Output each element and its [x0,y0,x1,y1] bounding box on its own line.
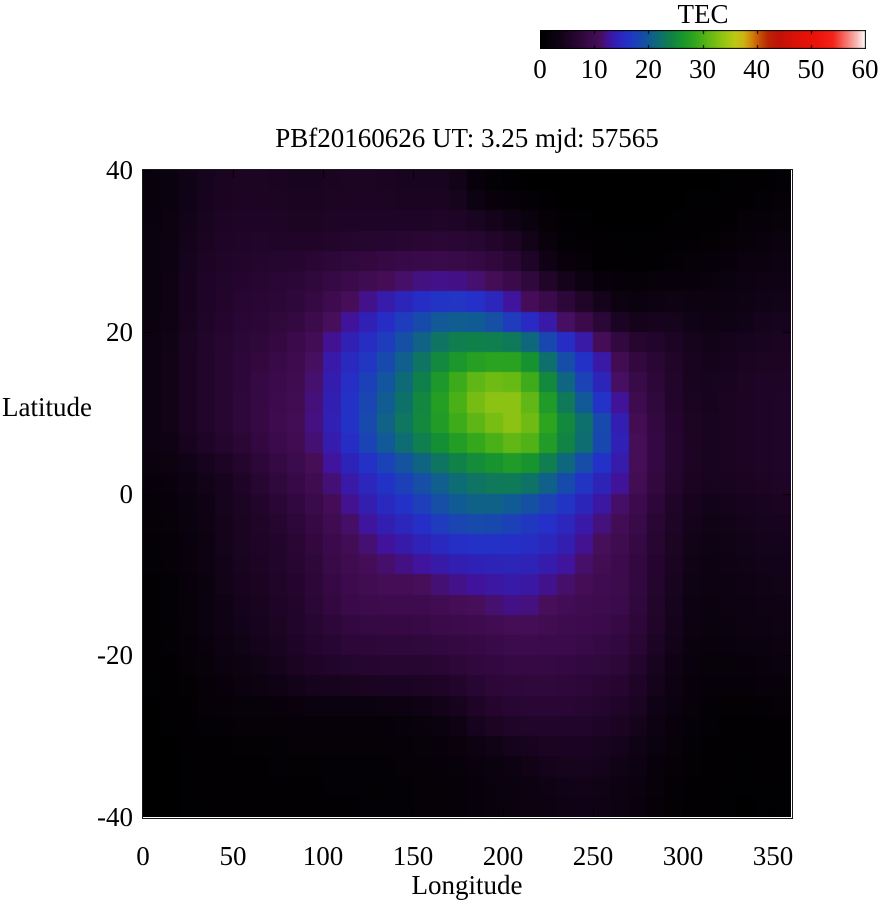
colorbar-tick-label: 10 [580,54,608,84]
colorbar-title: TEC [677,0,729,29]
colorbar-tick-label: 50 [797,54,825,84]
heatmap-canvas [143,170,791,817]
x-tick-label: 0 [136,841,150,871]
x-tick-label: 200 [482,841,524,871]
colorbar-tick-label: 60 [851,54,878,84]
y-tick-label: -40 [97,802,133,832]
x-tick-label: 100 [302,841,344,871]
plot-title: PBf20160626 UT: 3.25 mjd: 57565 [275,123,659,153]
y-tick-label: 20 [106,316,133,347]
y-tick-label: -20 [97,640,133,671]
x-tick-label: 300 [662,841,704,871]
y-axis-label: Latitude [2,392,92,422]
x-axis-label: Longitude [411,870,523,900]
colorbar-tick-label: 40 [743,54,771,84]
x-tick-label: 150 [392,841,434,871]
y-tick-label: 40 [106,155,133,185]
colorbar-tick-label: 0 [533,54,547,84]
x-tick-label: 50 [219,841,247,871]
x-tick-label: 250 [572,841,614,871]
colorbar-gradient [540,30,866,49]
colorbar-tick-label: 30 [689,54,716,84]
y-tick-label: 0 [119,478,134,509]
colorbar-tick-label: 20 [634,54,662,84]
x-tick-label: 350 [752,841,794,871]
